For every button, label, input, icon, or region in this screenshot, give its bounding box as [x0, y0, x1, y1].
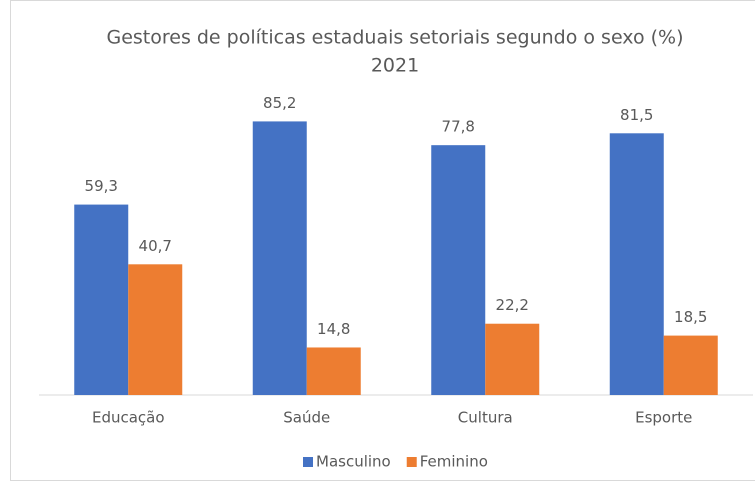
legend-swatch	[406, 457, 417, 467]
legend-label: Feminino	[420, 453, 488, 471]
bar	[252, 121, 307, 395]
data-label: 77,8	[442, 118, 475, 136]
bar	[609, 133, 664, 396]
bar	[306, 347, 361, 395]
legend-label: Masculino	[316, 453, 391, 471]
bar	[74, 204, 129, 395]
x-tick-label: Educação	[92, 409, 165, 427]
legend-swatch	[303, 457, 313, 467]
data-label: 81,5	[620, 106, 653, 124]
chart-title: Gestores de políticas estaduais setoriai…	[106, 27, 683, 49]
data-label: 85,2	[263, 94, 296, 112]
bar	[485, 323, 540, 395]
data-label: 40,7	[139, 237, 172, 255]
chart-subtitle: 2021	[371, 55, 419, 77]
x-tick-label: Saúde	[283, 409, 330, 427]
data-label: 14,8	[317, 320, 350, 338]
bar	[663, 335, 718, 395]
x-tick-label: Cultura	[458, 409, 513, 427]
data-label: 22,2	[496, 296, 529, 314]
bar	[128, 264, 183, 395]
data-label: 18,5	[674, 308, 707, 326]
bar	[431, 145, 486, 395]
data-label: 59,3	[85, 177, 118, 195]
x-tick-label: Esporte	[635, 409, 692, 427]
